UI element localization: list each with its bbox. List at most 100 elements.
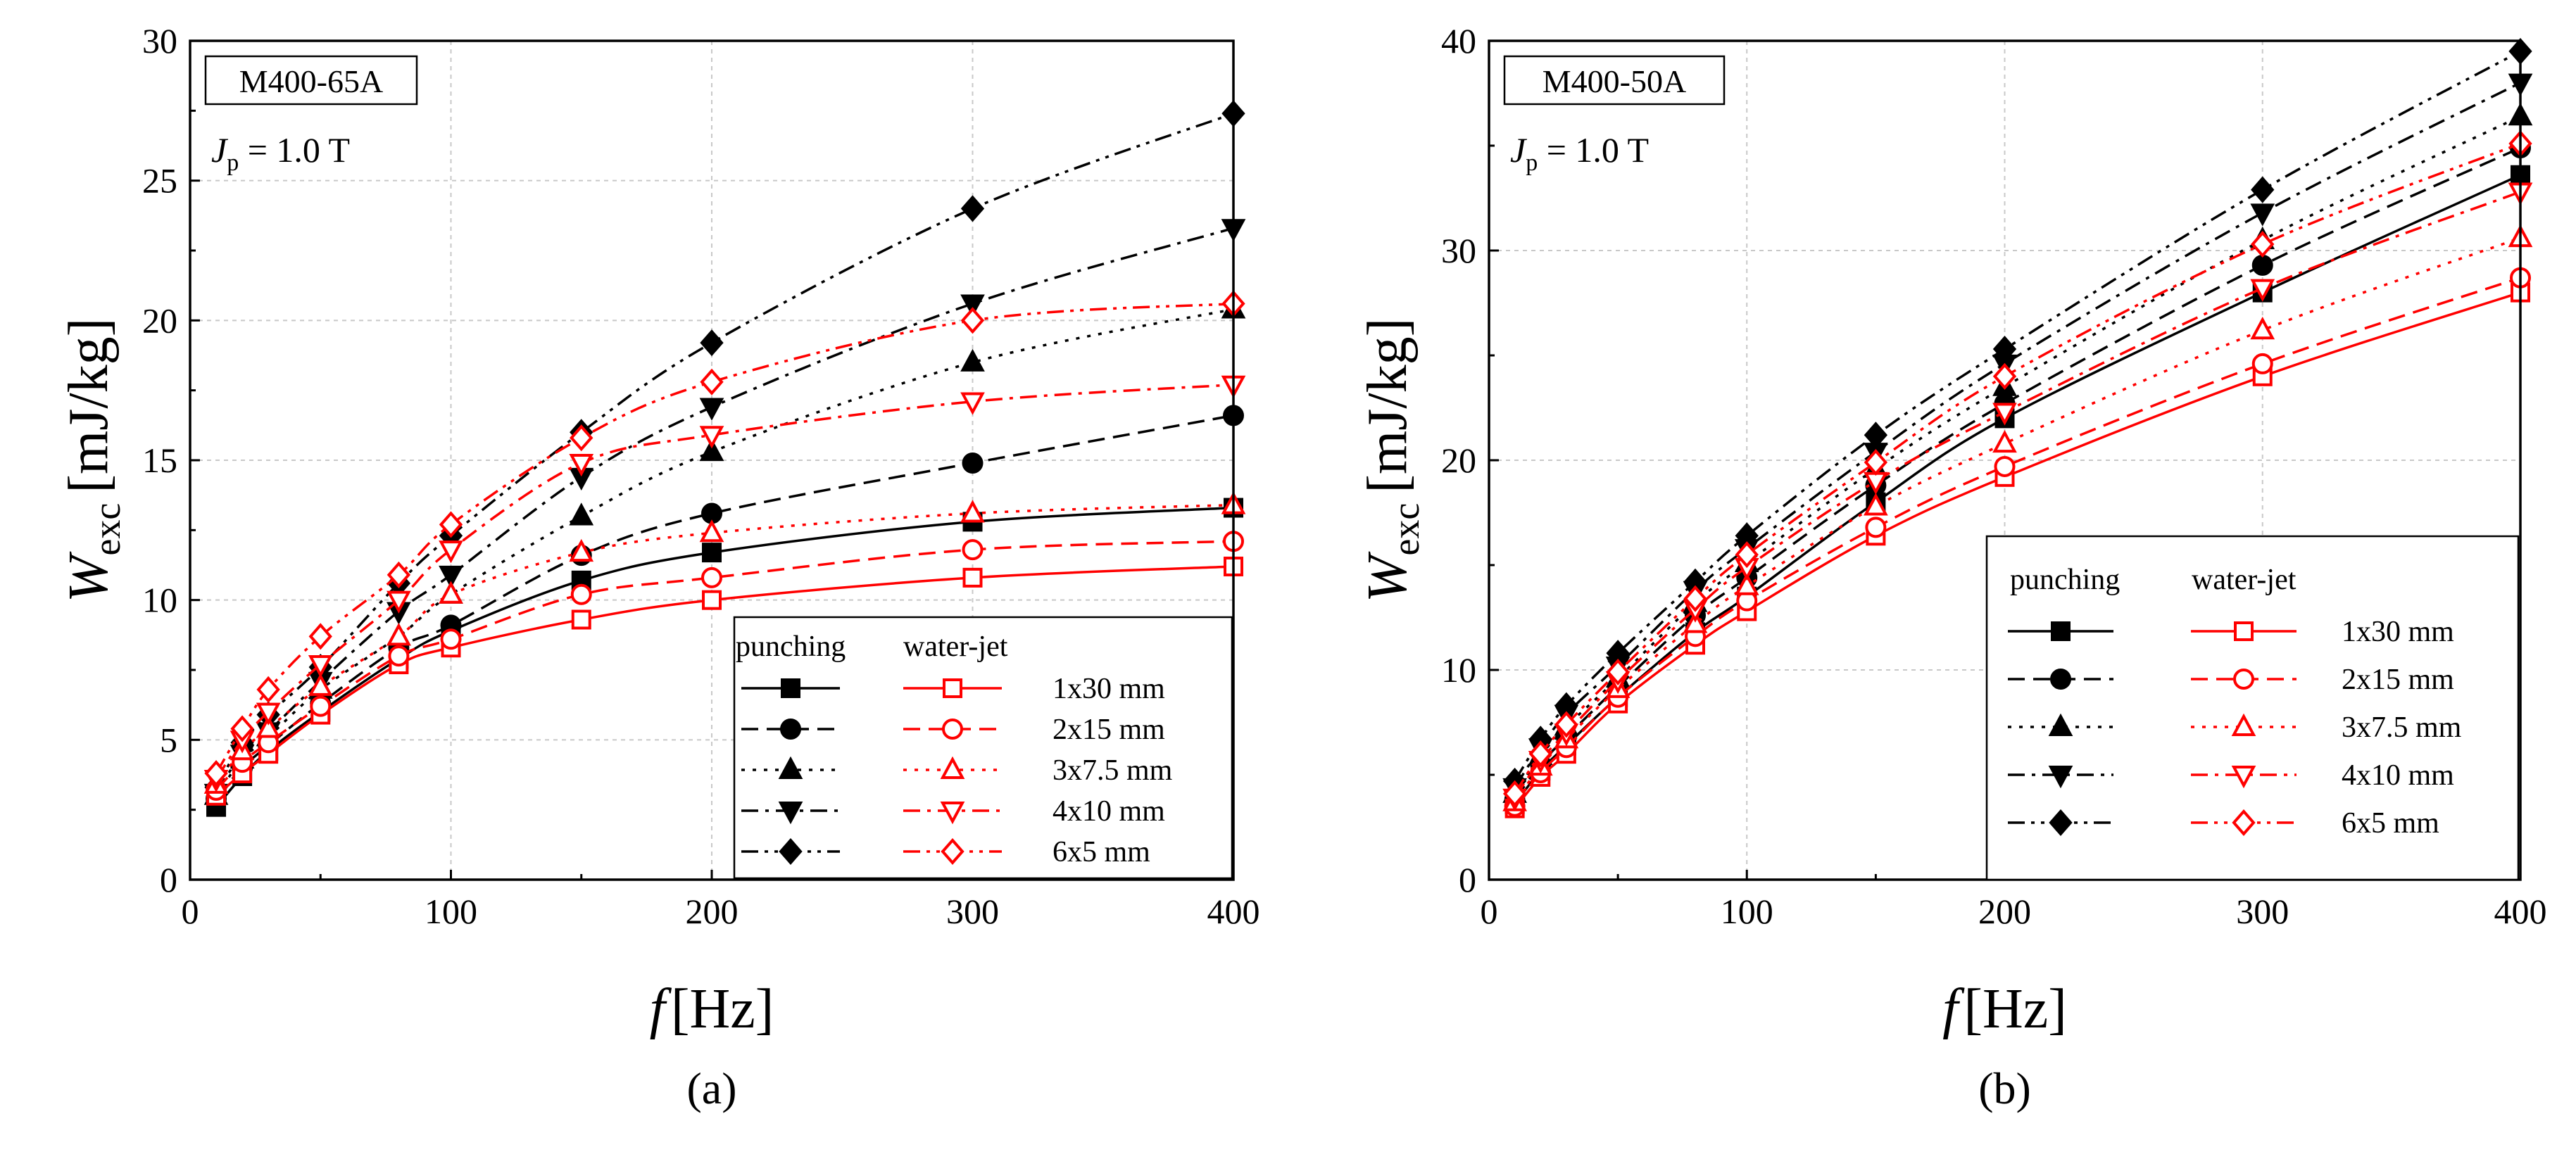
data-point [962,567,983,588]
data-point [960,195,985,222]
x-tick-label: 300 [946,892,999,931]
legend-item: 3x7.5 mm [741,754,1173,787]
series-waterjet-2 [203,491,1246,794]
jp-symbol: J [211,130,229,170]
series-line [1514,82,2521,788]
y-axis-label: Wexc [mJ/kg] [58,318,128,602]
data-point [2250,203,2275,227]
x-axis-unit: [Hz] [1964,978,2067,1040]
y-tick-label: 0 [160,860,177,899]
data-point [1992,403,2017,426]
legend-swatch-marker [778,802,803,825]
legend-label: 4x10 mm [1053,795,1165,828]
material-box [1503,55,1726,106]
legend-swatch-marker [2048,766,2073,789]
y-axis-symbol: W [58,551,120,602]
data-point [699,438,724,462]
data-point [308,673,333,696]
data-point [439,540,463,564]
jp-value: = 1.0 T [1538,130,1649,170]
data-point [701,566,722,588]
data-point [569,453,594,477]
data-point [308,655,333,678]
data-point [962,539,984,561]
jp-subscript: p [227,150,239,176]
data-point [256,715,281,738]
x-tick-label: 0 [182,892,199,931]
y-tick-label: 0 [1459,860,1476,899]
legend-swatch-marker [940,756,965,779]
data-point [310,695,332,717]
legend-swatch-marker [2051,621,2071,641]
x-tick-label: 100 [425,892,477,931]
legend-item: 3x7.5 mm [2008,711,2462,744]
data-point [2251,231,2275,258]
data-point [1992,336,2017,363]
legend-item: 2x15 mm [741,714,1165,746]
legend-swatch-marker [781,678,800,698]
data-point [2251,176,2275,203]
data-point [571,609,591,630]
legend-item: 4x10 mm [2008,759,2454,792]
legend: punching water-jet 1x30 mm 2x15 mm 3x7.5 mm 4… [1985,535,2520,881]
data-point [440,628,462,650]
data-point [699,519,724,543]
y-axis-label: Wexc [mJ/kg] [1357,318,1427,602]
legend-swatch-marker [2234,621,2254,641]
legend-swatch-marker [941,837,965,866]
material-text: M400-50A [1543,63,1686,99]
data-point [702,590,722,610]
jp-annotation: Jp = 1.0 T [1510,130,1649,176]
data-point [204,759,228,787]
y-tick-label: 40 [1441,21,1476,61]
ticks: 0 100 200 300 400 0 5 10 15 20 25 30 [142,21,1260,931]
data-point [699,426,724,449]
data-point [570,583,592,605]
y-tick-label: 30 [1441,231,1476,270]
data-point [439,581,463,604]
y-tick-label: 20 [142,300,177,340]
series-waterjet-4 [1502,129,2532,807]
data-point [1734,572,1759,595]
data-point [230,715,254,742]
legend-label: 2x15 mm [1053,714,1165,746]
x-tick-label: 200 [686,892,739,931]
legend-swatch-marker [778,756,803,779]
legend-swatch-marker [2231,713,2256,736]
data-point [1528,740,1552,768]
legend-head-waterjet: water-jet [903,631,1008,663]
legend-label: 6x5 mm [1053,836,1150,868]
data-point [1735,541,1759,569]
jp-annotation: Jp = 1.0 T [211,130,350,176]
data-point [2251,254,2273,276]
legend-label: 3x7.5 mm [1053,754,1173,787]
legend-swatch-marker [780,719,801,740]
x-tick-label: 200 [1978,892,2031,931]
data-point [699,398,724,421]
data-point [387,561,411,588]
jp-value: = 1.0 T [239,130,350,170]
data-point [1606,658,1630,686]
y-tick-label: 20 [1441,441,1476,480]
legend-item: 1x30 mm [2008,616,2454,648]
legend-label: 1x30 mm [2342,616,2454,648]
y-tick-label: 10 [1441,650,1476,690]
legend-swatch-marker [940,802,965,825]
data-point [388,645,410,667]
data-point [1992,429,2017,453]
legend-swatch-marker [2049,809,2073,837]
data-point [439,511,463,538]
y-axis-unit: [mJ/kg] [58,318,120,493]
legend-swatch-marker [2232,809,2256,837]
data-point [960,348,985,372]
data-point [387,623,411,646]
x-tick-label: 400 [1207,892,1260,931]
series-punching-4 [1502,37,2532,795]
data-point [439,565,463,589]
legend-swatch-marker [943,678,962,698]
legend-swatch-marker [779,837,803,866]
legend-swatch-marker [2233,669,2254,690]
legend-head-punching: punching [736,631,846,663]
x-axis-label: f [Hz] [1942,978,2067,1040]
